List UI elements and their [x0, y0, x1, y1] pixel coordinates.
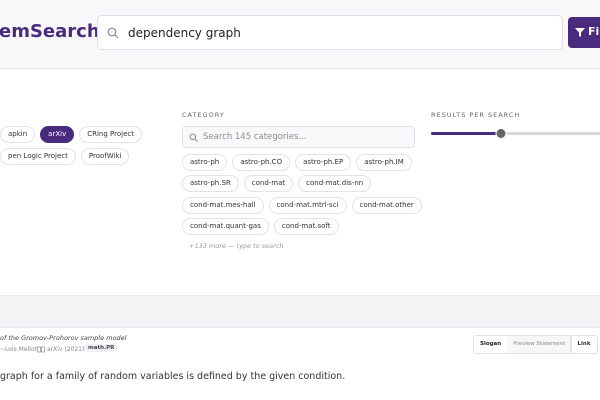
chip[interactable]: astro-ph — [182, 154, 228, 171]
chip-row: astro-ph astro-ph.CO astro-ph.EP astro-ph.I… — [182, 154, 412, 171]
filter-icon — [575, 28, 585, 37]
chip-row: apkin arXiv CRing Project — [0, 126, 142, 143]
category-placeholder: Search 145 categories... — [203, 132, 307, 142]
chip-row: cond-mat.mes-hall cond-mat.mtrl-sci cond-m… — [182, 196, 422, 214]
result-tag: math.PR — [84, 344, 119, 352]
chip[interactable]: ProofWiki — [80, 148, 130, 165]
button-label: Fi — [588, 25, 600, 38]
category-search[interactable]: Search 145 categories... — [182, 126, 415, 148]
result-snippet: graph for a family of random variables i… — [0, 371, 346, 382]
search-query: dependency graph — [128, 26, 241, 40]
search-icon — [107, 27, 119, 39]
search-button[interactable]: Fi — [568, 17, 600, 48]
search-box[interactable]: dependency graph — [97, 15, 563, 50]
link-button[interactable]: Link — [570, 335, 598, 354]
logo[interactable]: emSearch — [0, 21, 100, 42]
header: emSearch dependency graph Fi — [0, 0, 600, 69]
result-source: arXiv (2021) — [47, 346, 85, 353]
divider-band — [0, 295, 600, 328]
more-hint: +133 more — type to search — [189, 242, 284, 250]
search-icon — [189, 133, 198, 142]
chip[interactable]: cond-mat.quant-gas — [182, 217, 269, 235]
chip[interactable]: CRing Project — [79, 126, 142, 143]
chip[interactable]: cond-mat.soft — [273, 217, 339, 235]
chip[interactable]: cond-mat.mes-hall — [182, 196, 264, 214]
button-group: Slogan Preview Statement — [473, 335, 573, 354]
category-label: CATEGORY — [182, 111, 225, 119]
chip[interactable]: cond-mat.other — [351, 196, 422, 214]
chip[interactable]: astro-ph.CO — [232, 154, 291, 171]
result-button[interactable]: Preview Statement — [513, 341, 566, 347]
chip[interactable]: pen Logic Project — [0, 148, 76, 165]
chip-row: cond-mat.quant-gas cond-mat.soft — [182, 217, 339, 235]
chip[interactable]: cond-mat — [243, 175, 294, 193]
chip[interactable]: apkin — [0, 126, 36, 143]
chip[interactable]: astro-ph.IM — [356, 154, 412, 171]
chip-row: pen Logic Project ProofWiki — [0, 148, 130, 165]
result-button[interactable]: Slogan — [474, 336, 508, 353]
chip[interactable]: cond-mat.mtrl-sci — [268, 196, 347, 214]
chip[interactable]: cond-mat.dis-nn — [298, 175, 372, 193]
slider[interactable] — [425, 126, 600, 142]
chip[interactable]: astro-ph.SR — [182, 175, 239, 193]
results-label: RESULTS PER SEARCH — [431, 111, 521, 119]
result-author: ~Lois Mellot — [0, 346, 37, 353]
chip[interactable]: arXiv — [40, 126, 75, 143]
chip-row: astro-ph.SR cond-mat cond-mat.dis-nn — [182, 175, 372, 193]
chip[interactable]: astro-ph.EP — [295, 154, 352, 171]
result-title[interactable]: of the Gromov-Prohorov sample model — [0, 334, 127, 342]
book-icon — [37, 346, 45, 353]
